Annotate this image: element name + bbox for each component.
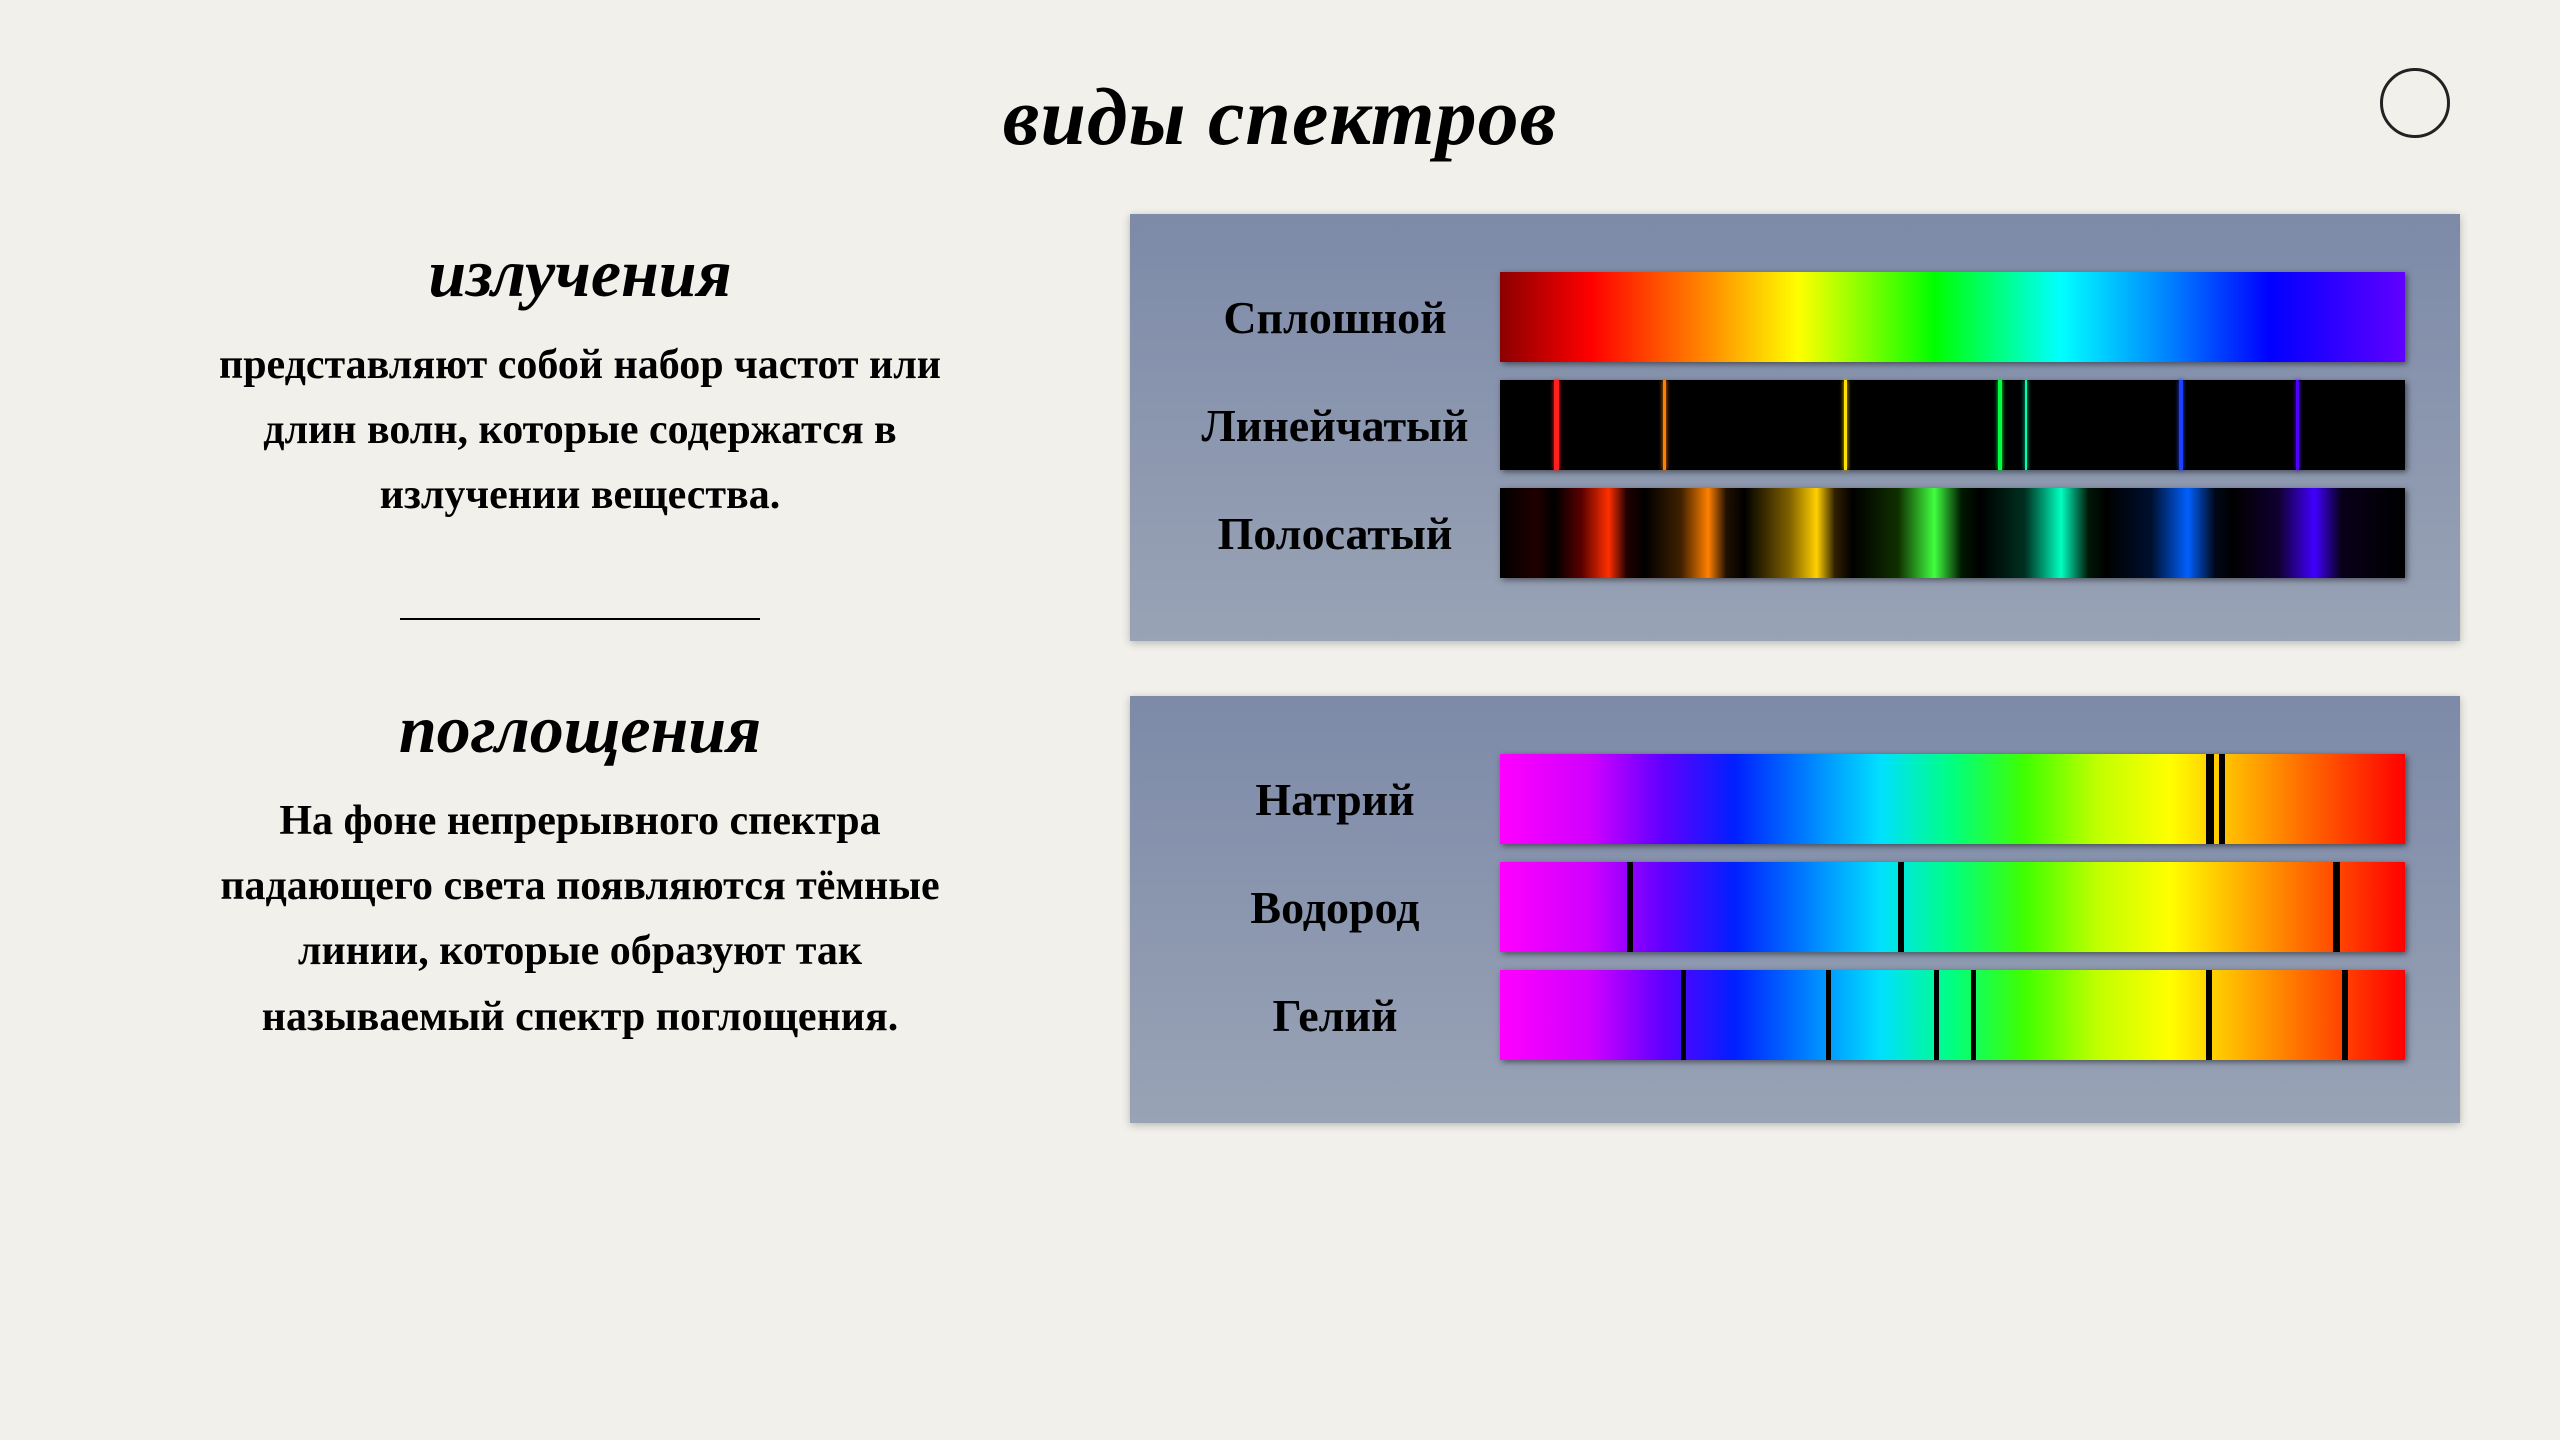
spectrum-bar [1500, 862, 2405, 952]
absorption-line [2206, 970, 2212, 1060]
spectrum-label: Линейчатый [1170, 399, 1500, 452]
spectrum-label: Сплошной [1170, 291, 1500, 344]
section2-body: На фоне непрерывного спектра падающего с… [190, 789, 970, 1049]
emission-line [2025, 380, 2027, 470]
spectrum-bar [1500, 970, 2405, 1060]
divider-line [400, 618, 760, 620]
absorption-line [1627, 862, 1633, 952]
emission-line [1998, 380, 2002, 470]
absorption-line [1898, 862, 1904, 952]
spectrum-bar [1500, 380, 2405, 470]
spectrum-label: Полосатый [1170, 507, 1500, 560]
spectrum-row: Водород [1170, 862, 2405, 952]
spectrum-row: Линейчатый [1170, 380, 2405, 470]
left-column: излучения представляют собой набор часто… [100, 214, 1060, 1123]
absorption-line [2206, 754, 2214, 844]
section1-heading: излучения [428, 234, 731, 313]
spectrum-bar [1500, 488, 2405, 578]
emission-line [1663, 380, 1666, 470]
spectrum-label: Гелий [1170, 989, 1500, 1042]
emission-line [2179, 380, 2183, 470]
absorption-line [2219, 754, 2225, 844]
emission-line [2296, 380, 2299, 470]
right-column: Сплошной Линейчатый Полосатый Натрий Водоро… [1130, 214, 2460, 1123]
emission-line [1844, 380, 1847, 470]
emission-line [1554, 380, 1559, 470]
columns: излучения представляют собой набор часто… [100, 214, 2460, 1123]
circle-decoration [2380, 68, 2450, 138]
spectrum-bar [1500, 754, 2405, 844]
absorption-line [1934, 970, 1939, 1060]
spectrum-label: Натрий [1170, 773, 1500, 826]
slide: виды спектров излучения представляют соб… [0, 0, 2560, 1440]
spectrum-row: Натрий [1170, 754, 2405, 844]
spectrum-row: Полосатый [1170, 488, 2405, 578]
spectrum-row: Сплошной [1170, 272, 2405, 362]
absorption-line [2333, 862, 2340, 952]
section1-body: представляют собой набор частот или длин… [190, 333, 970, 528]
spectrum-row: Гелий [1170, 970, 2405, 1060]
absorption-line [1826, 970, 1831, 1060]
absorption-line [2342, 970, 2348, 1060]
spectrum-bar [1500, 272, 2405, 362]
absorption-line [1971, 970, 1976, 1060]
emission-panel: Сплошной Линейчатый Полосатый [1130, 214, 2460, 641]
absorption-panel: Натрий Водород Гелий [1130, 696, 2460, 1123]
section2-heading: поглощения [399, 690, 761, 769]
slide-title: виды спектров [100, 70, 2460, 164]
spectrum-label: Водород [1170, 881, 1500, 934]
absorption-line [1681, 970, 1686, 1060]
